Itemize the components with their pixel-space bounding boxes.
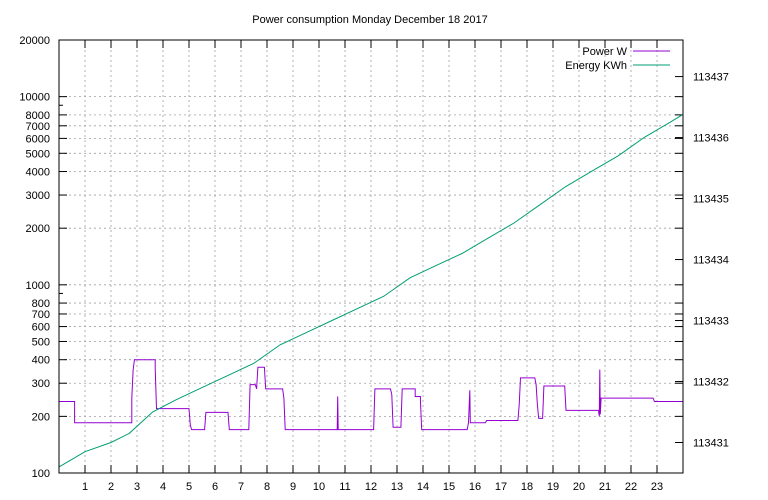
x-tick-label: 3 [134, 481, 140, 493]
y-tick-label: 6000 [26, 133, 50, 145]
y-tick-label: 400 [32, 355, 50, 367]
y-tick-label: 20000 [19, 35, 50, 47]
x-tick-label: 7 [238, 481, 244, 493]
x-tick-label: 22 [625, 481, 637, 493]
y2-tick-label: 113433 [693, 316, 729, 328]
series-layer [58, 113, 684, 468]
y2-tick-label: 113435 [693, 194, 729, 206]
x-tick-label: 8 [264, 481, 270, 493]
y-tick-label: 10000 [19, 92, 50, 104]
y-tick-label: 700 [32, 309, 50, 321]
y-tick-label: 5000 [26, 148, 50, 160]
x-tick-label: 6 [212, 481, 218, 493]
legend: Power W Energy KWh [565, 46, 670, 72]
x-axis-ticks: 1 2 3 4 5 6 7 8 9 10 11 12 13 14 15 16 17 18 19 20 21 22 23 [82, 40, 663, 493]
x-tick-label: 19 [547, 481, 559, 493]
y-tick-label: 3000 [26, 190, 50, 202]
x-tick-label: 23 [651, 481, 663, 493]
y-tick-label: 4000 [26, 167, 50, 179]
y-tick-label: 300 [32, 378, 50, 390]
y-tick-label: 8000 [26, 110, 50, 122]
x-tick-label: 18 [521, 481, 533, 493]
y2-tick-label: 113432 [693, 377, 729, 389]
grid-lines [59, 40, 683, 473]
x-tick-label: 15 [443, 481, 455, 493]
plot-frame [58, 39, 684, 474]
y-tick-label: 1000 [26, 280, 50, 292]
x-tick-label: 17 [495, 481, 507, 493]
x-tick-label: 13 [391, 481, 403, 493]
legend-label: Power W [582, 46, 627, 58]
chart-title: Power consumption Monday December 18 201… [252, 14, 487, 26]
x-tick-label: 12 [365, 481, 377, 493]
y-tick-label: 7000 [26, 121, 50, 133]
x-tick-label: 21 [599, 481, 611, 493]
x-tick-label: 1 [82, 481, 88, 493]
y2-axis-ticks: 113431 113432 113433 113434 113435 113436 1134… [675, 72, 729, 450]
y-tick-label: 2000 [26, 223, 50, 235]
x-tick-label: 9 [290, 481, 296, 493]
x-tick-label: 11 [339, 481, 350, 493]
x-tick-label: 2 [108, 481, 114, 493]
x-tick-label: 20 [573, 481, 585, 493]
x-tick-label: 16 [469, 481, 481, 493]
legend-label: Energy KWh [565, 60, 627, 72]
y2-tick-label: 113437 [693, 72, 729, 84]
y-tick-label: 800 [32, 298, 50, 310]
x-tick-label: 10 [313, 481, 325, 493]
y-tick-label: 200 [32, 411, 50, 423]
series-line-power-w [59, 359, 683, 431]
x-tick-label: 4 [160, 481, 166, 493]
y2-tick-label: 113436 [693, 133, 729, 145]
y2-tick-label: 113434 [693, 255, 729, 267]
y-tick-label: 600 [32, 322, 50, 334]
x-tick-label: 5 [186, 481, 192, 493]
series-line-energy-kwh [58, 113, 684, 468]
y-tick-label: 500 [32, 336, 50, 348]
x-tick-label: 14 [417, 481, 429, 493]
y2-tick-label: 113431 [693, 438, 729, 450]
y-tick-label: 100 [32, 468, 50, 480]
